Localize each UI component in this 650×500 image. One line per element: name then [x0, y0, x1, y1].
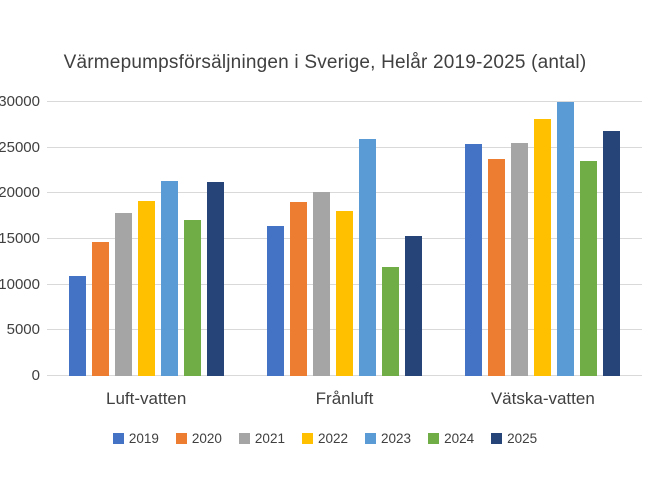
bar-2021-luft-vatten	[114, 212, 132, 376]
y-axis-tick: 10000	[0, 275, 40, 293]
legend-swatch-2023	[365, 433, 377, 444]
bar-2021-frånluft	[312, 192, 330, 376]
legend-item-2024: 2024	[428, 431, 474, 446]
bar-2022-luft-vatten	[137, 200, 155, 376]
bar-2020-vätska-vatten	[488, 158, 506, 376]
bar-2023-frånluft	[358, 139, 376, 376]
legend-label-2022: 2022	[317, 431, 349, 446]
legend-item-2025: 2025	[491, 431, 537, 446]
legend-label-2025: 2025	[507, 431, 538, 446]
bar-2025-frånluft	[404, 236, 422, 376]
y-axis-tick: 5000	[6, 321, 40, 339]
legend-swatch-2022	[301, 433, 313, 444]
legend-item-2022: 2022	[301, 431, 349, 446]
bar-2022-vätska-vatten	[534, 119, 552, 376]
chart-title: Värmepumpsförsäljningen i Sverige, Helår…	[63, 52, 587, 73]
legend-swatch-2025	[491, 433, 503, 444]
bar-group-vätska-vatten	[444, 102, 642, 376]
bar-2022-frånluft	[335, 210, 353, 376]
bar-2025-vätska-vatten	[603, 131, 621, 376]
bar-2019-frånluft	[266, 226, 284, 376]
legend-item-2020: 2020	[175, 431, 222, 446]
gridline	[47, 101, 642, 102]
legend-item-2019: 2019	[112, 431, 159, 446]
legend-label-2021: 2021	[254, 431, 285, 446]
bar-2019-vätska-vatten	[465, 144, 483, 376]
bar-2025-luft-vatten	[206, 182, 224, 376]
y-axis-tick: 0	[31, 367, 40, 384]
legend-swatch-2019	[112, 433, 124, 444]
category-label-frånluft: Frånluft	[315, 389, 374, 408]
bar-2024-luft-vatten	[183, 219, 201, 376]
y-axis-tick: 25000	[0, 138, 40, 156]
gridline	[47, 146, 642, 148]
legend-label-2020: 2020	[191, 431, 222, 446]
legend-item-2023: 2023	[365, 431, 411, 446]
y-axis: 0 5000 10000 15000 20000 25000 30000	[0, 93, 40, 384]
category-label-luft-vatten: Luft-vatten	[106, 389, 187, 408]
bar-2021-vätska-vatten	[511, 143, 529, 376]
legend-swatch-2020	[175, 433, 187, 444]
bar-group-luft-vatten	[47, 102, 245, 376]
legend-label-2023: 2023	[381, 431, 412, 446]
legend-item-2021: 2021	[238, 431, 285, 446]
bar-2024-frånluft	[381, 267, 399, 376]
legend-swatch-2021	[238, 433, 250, 444]
bar-2020-luft-vatten	[91, 241, 109, 376]
bar-2024-vätska-vatten	[580, 161, 598, 376]
y-axis-tick: 20000	[0, 184, 40, 202]
bar-group-frånluft	[245, 102, 443, 376]
bar-2023-luft-vatten	[160, 181, 178, 376]
y-axis-tick: 30000	[0, 93, 40, 110]
legend: 2019 2020 2021 2022 2023 2024 2025	[0, 431, 650, 446]
gridline	[47, 192, 642, 194]
bar-2023-vätska-vatten	[557, 102, 575, 376]
legend-label-2019: 2019	[128, 431, 159, 446]
bar-groups	[47, 102, 642, 376]
x-axis-labels: Luft-vatten Frånluft Vätska-vatten	[47, 389, 642, 409]
legend-label-2024: 2024	[444, 431, 475, 446]
bar-2019-luft-vatten	[68, 275, 86, 376]
bar-2020-frånluft	[289, 202, 307, 376]
category-label-vätska-vatten: Vätska-vatten	[490, 389, 595, 408]
legend-swatch-2024	[428, 433, 440, 444]
y-axis-tick: 15000	[0, 230, 40, 247]
